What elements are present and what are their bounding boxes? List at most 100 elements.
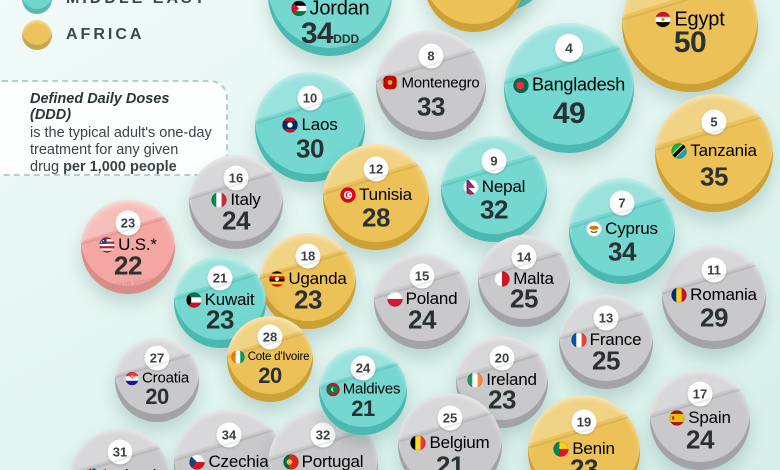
czechia-flag-icon	[189, 454, 206, 470]
country-name: Laos	[301, 114, 338, 134]
ddd-number: 24	[686, 424, 714, 455]
ddd-value: 33	[376, 92, 486, 123]
ddd-number: 32	[480, 194, 508, 225]
country-name: Bangladesh	[531, 74, 626, 95]
rank-badge: 17	[687, 381, 713, 407]
ddd-number: 34	[608, 236, 636, 267]
country-label: Cyprus	[569, 219, 675, 239]
ddd-number: 49	[552, 97, 586, 130]
maldives-flag-icon	[326, 382, 340, 396]
ddd-value: 20	[115, 384, 199, 410]
rank-badge: 7	[609, 190, 635, 216]
country-label: Croatia	[115, 370, 199, 387]
rank-badge: 10	[297, 85, 323, 111]
country-name: Italy	[230, 190, 261, 210]
cotedivoire-flag-icon	[231, 350, 245, 364]
ddd-value: 24	[650, 425, 750, 456]
ddd-number: 23	[488, 384, 516, 415]
nepal-flag-icon	[463, 179, 479, 195]
pill-tanzania: 5 Tanzania 35	[655, 94, 773, 212]
pill-us: 23 U.S.* 22 *different source	[81, 200, 175, 294]
ddd-value: 22	[81, 250, 175, 281]
definition-line: is the typical adult's one-day	[30, 125, 212, 141]
country-label: Iceland	[70, 466, 170, 470]
country-name: Croatia	[142, 369, 189, 387]
ddd-number: 24	[408, 304, 436, 335]
ddd-number: 34	[300, 16, 334, 50]
country-name: Tunisia	[359, 184, 412, 204]
rank-badge: 16	[223, 165, 249, 191]
country-name: Romania	[690, 284, 757, 304]
egypt-flag-icon	[655, 12, 672, 28]
ddd-definition-box: Defined Daily Doses (DDD) is the typical…	[0, 80, 228, 176]
rank-badge: 27	[144, 345, 170, 371]
definition-title: Defined Daily Doses (DDD)	[30, 91, 170, 123]
pill-belgium: 25 Belgium 21	[398, 393, 502, 470]
ddd-number: 20	[145, 383, 169, 409]
rank-badge: 11	[701, 257, 727, 283]
rank-badge: 34	[216, 422, 242, 448]
country-name: Spain	[688, 408, 731, 427]
ddd-value: 23	[456, 385, 548, 416]
africa-color-dot	[22, 20, 52, 50]
ddd-value: 25	[559, 345, 653, 376]
pill-nepal: 9 Nepal 32	[441, 136, 547, 242]
definition-line-prefix: drug	[30, 159, 64, 175]
benin-flag-icon	[553, 441, 569, 457]
ddd-value: 28	[323, 203, 429, 234]
ddd-value: 49	[504, 97, 634, 131]
country-name: Belgium	[429, 432, 490, 452]
country-name: Egypt	[674, 8, 725, 31]
pill-tunisia: 12 Tunisia 28	[323, 144, 429, 250]
country-name: Cyprus	[605, 218, 658, 238]
middle-east-color-dot	[22, 0, 52, 14]
ddd-number: 29	[700, 302, 728, 333]
pill-italy: 16 Italy 24	[189, 155, 283, 249]
ddd-value: 23	[260, 285, 356, 316]
country-name: Benin	[572, 438, 615, 458]
belgium-flag-icon	[410, 435, 427, 451]
country-name: Kuwait	[204, 290, 255, 310]
montenegro-flag-icon	[382, 75, 399, 91]
laos-flag-icon	[282, 117, 299, 133]
romania-flag-icon	[671, 287, 687, 303]
rank-badge: 20	[489, 345, 515, 371]
legend-item-middle-east: MIDDLE EAST	[22, 0, 207, 14]
ddd-number: 21	[351, 395, 375, 421]
country-name: Maldives	[342, 380, 401, 398]
rank-badge: 9	[481, 148, 507, 174]
ddd-value: 24	[374, 305, 470, 336]
country-name: Poland	[405, 289, 458, 309]
pill-uganda: 18 Uganda 23	[260, 233, 356, 329]
rank-badge: 24	[350, 355, 376, 381]
definition-line-bold: per 1,000 people	[63, 159, 177, 175]
pill-cotedivoire: 28 Cote d'Ivoire 20	[227, 316, 313, 402]
rank-badge: 21	[207, 265, 233, 291]
tanzania-flag-icon	[671, 143, 687, 159]
rank-badge: 31	[107, 439, 133, 465]
country-label: France	[559, 330, 653, 350]
rank-badge: 23	[115, 210, 141, 236]
ddd-number: 23	[206, 304, 234, 335]
country-name: Iceland	[103, 466, 157, 470]
pill-croatia: 27 Croatia 20	[115, 338, 199, 422]
country-label: Tanzania	[655, 141, 773, 161]
country-label: Laos	[255, 115, 365, 135]
ddd-value: 21	[319, 396, 407, 422]
pill-bangladesh: 4 Bangladesh 49	[504, 23, 634, 153]
ddd-number: 30	[296, 133, 324, 164]
ddd-value: 29	[662, 302, 766, 333]
ddd-number: 35	[700, 161, 728, 192]
ddd-number: 23	[570, 453, 598, 470]
pill-jordan: Jordan 34DDD	[268, 0, 392, 56]
country-label: Jordan	[268, 0, 392, 20]
country-label: Uganda	[260, 269, 356, 289]
legend-item-africa: AFRICA	[22, 20, 207, 50]
rank-badge: 25	[437, 405, 463, 431]
country-label: U.S.*	[81, 235, 175, 255]
country-name: Tanzania	[690, 140, 757, 160]
ddd-number: 24	[222, 205, 250, 236]
country-label: Portugal	[268, 452, 378, 470]
ddd-number: 28	[362, 202, 390, 233]
